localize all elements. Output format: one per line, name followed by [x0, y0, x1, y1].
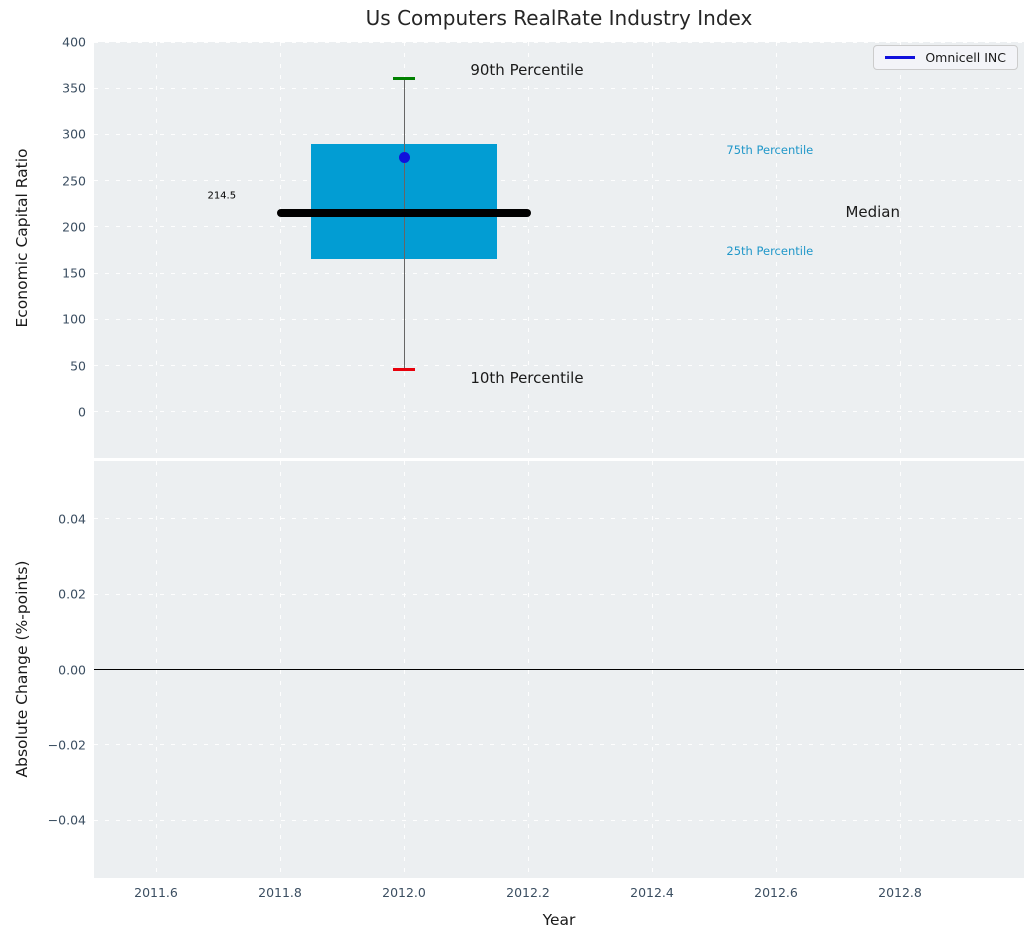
legend-label: Omnicell INC: [925, 50, 1006, 65]
annotation-25th-percentile: 25th Percentile: [726, 243, 814, 258]
x-tick-label: 2012.2: [506, 885, 550, 900]
x-tick-label: 2011.8: [258, 885, 302, 900]
gridline-horizontal: [94, 42, 1024, 43]
gridline-vertical: [527, 42, 529, 458]
y-tick-label: 300: [62, 126, 86, 142]
gridline-horizontal: [94, 272, 1024, 274]
gridline-horizontal: [94, 518, 1024, 520]
gridline-horizontal: [94, 318, 1024, 320]
annotation-90th-percentile: 90th Percentile: [470, 60, 584, 79]
y-tick-label: 150: [62, 265, 86, 281]
y-tick-label: 200: [62, 219, 86, 235]
bottom-panel: [94, 461, 1024, 878]
gridline-vertical: [155, 42, 157, 458]
y-tick-label: 0.04: [58, 511, 86, 527]
whisker-line: [403, 78, 405, 370]
whisker-cap-90th: [393, 76, 415, 80]
median-line: [276, 209, 532, 218]
x-tick-label: 2011.6: [134, 885, 178, 900]
annotation-214-5: 214.5: [207, 190, 237, 202]
y-tick-label: −0.02: [47, 737, 86, 753]
y-tick-label: 100: [62, 311, 86, 327]
gridline-horizontal: [94, 133, 1024, 135]
whisker-cap-10th: [393, 367, 415, 371]
x-tick-label: 2012.8: [878, 885, 922, 900]
x-tick-label: 2012.0: [382, 885, 426, 900]
x-axis-label: Year: [542, 911, 576, 929]
y-tick-label: 50: [70, 358, 86, 374]
gridline-horizontal: [94, 365, 1024, 367]
zero-line: [94, 668, 1024, 671]
gridline-vertical: [279, 42, 281, 458]
gridline-vertical: [775, 42, 777, 458]
gridline-horizontal: [94, 87, 1024, 89]
x-tick-label: 2012.6: [754, 885, 798, 900]
gridline-vertical: [899, 42, 901, 458]
y-tick-label: −0.04: [47, 812, 86, 828]
gridline-horizontal: [94, 819, 1024, 821]
gridline-horizontal: [94, 593, 1024, 595]
chart-title: Us Computers RealRate Industry Index: [365, 6, 753, 30]
gridline-horizontal: [94, 226, 1024, 228]
gridline-horizontal: [94, 744, 1024, 746]
y-tick-label: 0.02: [58, 586, 86, 602]
gridline-vertical: [651, 42, 653, 458]
legend-line-sample: [885, 56, 916, 59]
y-tick-label: 400: [62, 34, 86, 50]
y-tick-label: 350: [62, 80, 86, 96]
annotation-median: Median: [845, 203, 900, 222]
y-tick-label: 0.00: [58, 662, 86, 677]
y-tick-label: 250: [62, 173, 86, 189]
x-tick-label: 2012.4: [630, 885, 674, 900]
y-tick-label: 0: [78, 404, 86, 420]
annotation-10th-percentile: 10th Percentile: [470, 368, 584, 387]
top-panel: 214.5 90th Percentile 10th Percentile 75th …: [94, 42, 1024, 458]
gridline-horizontal: [94, 411, 1024, 413]
legend: Omnicell INC: [873, 45, 1018, 70]
annotation-75th-percentile: 75th Percentile: [726, 143, 814, 158]
gridline-horizontal: [94, 180, 1024, 182]
company-point: [398, 152, 410, 164]
